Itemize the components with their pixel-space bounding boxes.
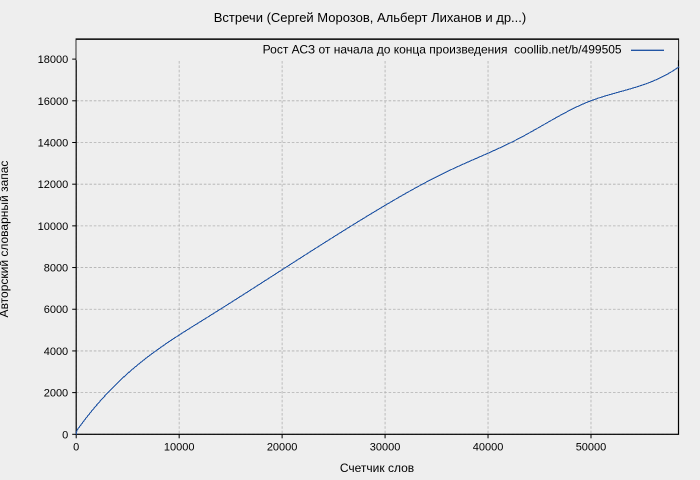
- svg-text:0: 0: [73, 441, 79, 453]
- svg-text:10000: 10000: [164, 441, 195, 453]
- svg-text:14000: 14000: [38, 137, 69, 149]
- svg-text:40000: 40000: [473, 441, 504, 453]
- svg-text:18000: 18000: [38, 54, 69, 66]
- svg-text:30000: 30000: [370, 441, 401, 453]
- svg-text:20000: 20000: [267, 441, 298, 453]
- svg-text:10000: 10000: [38, 221, 69, 233]
- svg-text:50000: 50000: [576, 441, 607, 453]
- svg-text:2000: 2000: [44, 388, 68, 400]
- svg-text:0: 0: [62, 429, 68, 441]
- svg-text:4000: 4000: [44, 346, 68, 358]
- svg-text:6000: 6000: [44, 304, 68, 316]
- svg-text:12000: 12000: [38, 179, 69, 191]
- svg-text:16000: 16000: [38, 96, 69, 108]
- svg-text:8000: 8000: [44, 263, 68, 275]
- svg-text:Рост АСЗ от начала до конца пр: Рост АСЗ от начала до конца произведения…: [263, 43, 622, 57]
